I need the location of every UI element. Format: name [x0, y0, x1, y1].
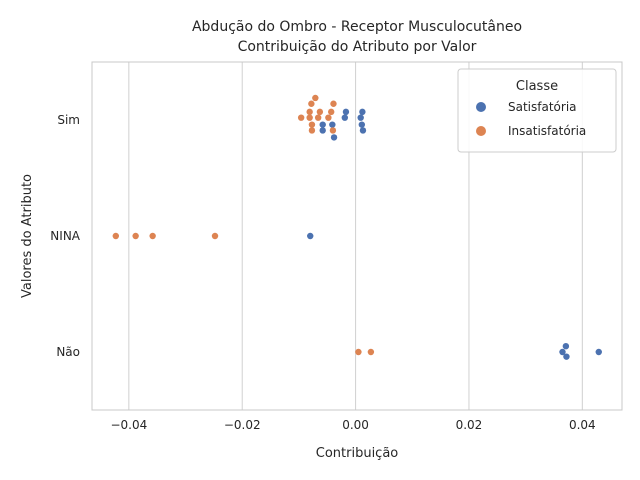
data-points — [112, 94, 602, 360]
point-insatisfatoria — [308, 127, 316, 134]
point-satisfatoria — [357, 114, 364, 121]
point-insatisfatoria — [355, 348, 362, 356]
y-tick-label: NINA — [50, 229, 80, 243]
legend: Classe Satisfatória Insatisfatória — [457, 68, 617, 153]
point-satisfatoria — [563, 353, 570, 360]
point-insatisfatoria — [297, 114, 305, 121]
point-insatisfatoria — [330, 100, 337, 107]
point-insatisfatoria — [149, 232, 156, 240]
point-insatisfatoria — [112, 232, 120, 240]
plot-frame — [91, 61, 623, 411]
point-satisfatoria — [319, 127, 326, 134]
point-insatisfatoria — [328, 108, 335, 116]
y-axis-label: Valores do Atributo — [20, 174, 35, 298]
point-insatisfatoria — [306, 114, 313, 121]
point-satisfatoria — [358, 121, 366, 128]
point-insatisfatoria — [325, 114, 332, 121]
chart-title-line-1: Abdução do Ombro - Receptor Musculocutân… — [192, 19, 522, 35]
point-satisfatoria — [359, 127, 367, 134]
legend-title: Classe — [516, 79, 558, 94]
y-tick-label: Sim — [57, 113, 80, 127]
x-tick-label: −0.04 — [110, 418, 147, 432]
legend-box — [457, 68, 617, 153]
point-satisfatoria — [359, 108, 366, 116]
x-tick-label: 0.02 — [456, 418, 483, 432]
point-satisfatoria — [319, 121, 326, 128]
x-tick-label: 0.00 — [342, 418, 369, 432]
point-insatisfatoria — [367, 348, 375, 356]
point-insatisfatoria — [314, 114, 322, 121]
point-satisfatoria — [342, 108, 350, 116]
point-insatisfatoria — [329, 127, 337, 134]
point-satisfatoria — [307, 232, 314, 240]
point-insatisfatoria — [132, 232, 139, 240]
y-tick-label: Não — [56, 345, 80, 359]
y-axis-ticks: Sim NINA Não — [50, 113, 80, 359]
legend-marker-satisfatoria — [476, 102, 486, 112]
x-axis-ticks: −0.04 −0.02 0.00 0.02 0.04 — [110, 418, 595, 432]
point-satisfatoria — [341, 114, 349, 121]
legend-label-insatisfatoria: Insatisfatória — [508, 124, 586, 138]
point-satisfatoria — [559, 348, 566, 356]
legend-marker-insatisfatoria — [476, 126, 486, 136]
point-satisfatoria — [595, 348, 602, 356]
point-satisfatoria — [330, 134, 338, 141]
x-axis-label: Contribuição — [316, 446, 399, 461]
point-satisfatoria — [562, 343, 570, 350]
x-tick-label: −0.02 — [224, 418, 261, 432]
x-tick-label: 0.04 — [569, 418, 596, 432]
point-insatisfatoria — [316, 108, 324, 116]
point-insatisfatoria — [308, 100, 315, 107]
point-insatisfatoria — [211, 232, 219, 240]
legend-label-satisfatoria: Satisfatória — [508, 100, 577, 114]
point-insatisfatoria — [306, 108, 313, 116]
chart-title-line-2: Contribuição do Atributo por Valor — [238, 39, 477, 55]
point-insatisfatoria — [312, 94, 319, 102]
point-satisfatoria — [329, 121, 336, 128]
point-insatisfatoria — [308, 121, 316, 128]
